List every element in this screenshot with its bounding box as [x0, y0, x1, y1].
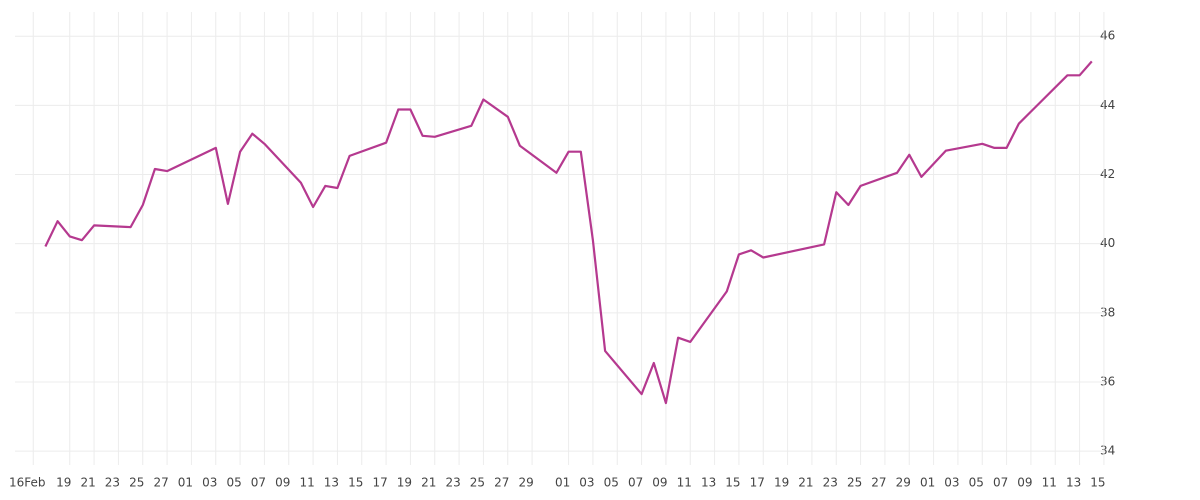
x-tick-label: 25	[470, 476, 485, 490]
x-tick-label: 15	[348, 476, 363, 490]
x-tick-label: 23	[105, 476, 120, 490]
x-tick-label: 11	[677, 476, 692, 490]
x-tick-label: 21	[80, 476, 95, 490]
x-tick-label: 13	[701, 476, 716, 490]
x-tick-label: 03	[579, 476, 594, 490]
x-tick-label: 07	[993, 476, 1008, 490]
x-tick-label: 23	[445, 476, 460, 490]
x-tick-label: 09	[652, 476, 667, 490]
x-tick-label: 29	[518, 476, 533, 490]
x-tick-label: 29	[896, 476, 911, 490]
x-tick-label: 17	[372, 476, 387, 490]
x-tick-label: 07	[628, 476, 643, 490]
y-tick-label: 46	[1100, 29, 1115, 43]
x-tick-label: 19	[774, 476, 789, 490]
x-tick-label: 13	[324, 476, 339, 490]
x-tick-label: 05	[604, 476, 619, 490]
x-tick-label: 05	[969, 476, 984, 490]
x-tick-label: 27	[871, 476, 886, 490]
x-tick-label: 17	[750, 476, 765, 490]
x-tick-label: 11	[299, 476, 314, 490]
x-tick-label: 01	[920, 476, 935, 490]
x-tick-label: 03	[202, 476, 217, 490]
y-tick-label: 36	[1100, 375, 1115, 389]
x-tick-label: 01	[178, 476, 193, 490]
x-tick-label: 05	[226, 476, 241, 490]
y-tick-label: 42	[1100, 167, 1115, 181]
price-line	[44, 60, 1093, 405]
x-tick-label: 21	[421, 476, 436, 490]
x-tick-label: 13	[1066, 476, 1081, 490]
x-tick-label: 15	[725, 476, 740, 490]
x-tick-label: 27	[153, 476, 168, 490]
x-tick-label: 11	[1042, 476, 1057, 490]
x-tick-label: 01	[555, 476, 570, 490]
y-tick-label: 40	[1100, 236, 1115, 250]
y-tick-label: 38	[1100, 305, 1115, 319]
x-tick-label: 19	[56, 476, 71, 490]
y-tick-label: 44	[1100, 98, 1115, 112]
x-tick-label: 21	[798, 476, 813, 490]
x-tick-label: 25	[129, 476, 144, 490]
x-tick-label: 03	[944, 476, 959, 490]
x-tick-label: 09	[1017, 476, 1032, 490]
x-tick-label: 23	[823, 476, 838, 490]
x-tick-label: 19	[397, 476, 412, 490]
x-tick-label: 27	[494, 476, 509, 490]
x-tick-label: 25	[847, 476, 862, 490]
x-tick-label: 09	[275, 476, 290, 490]
x-tick-label: 15	[1090, 476, 1105, 490]
y-tick-label: 34	[1100, 444, 1115, 458]
x-tick-label: 16Feb	[9, 476, 46, 490]
x-tick-label: 07	[251, 476, 266, 490]
